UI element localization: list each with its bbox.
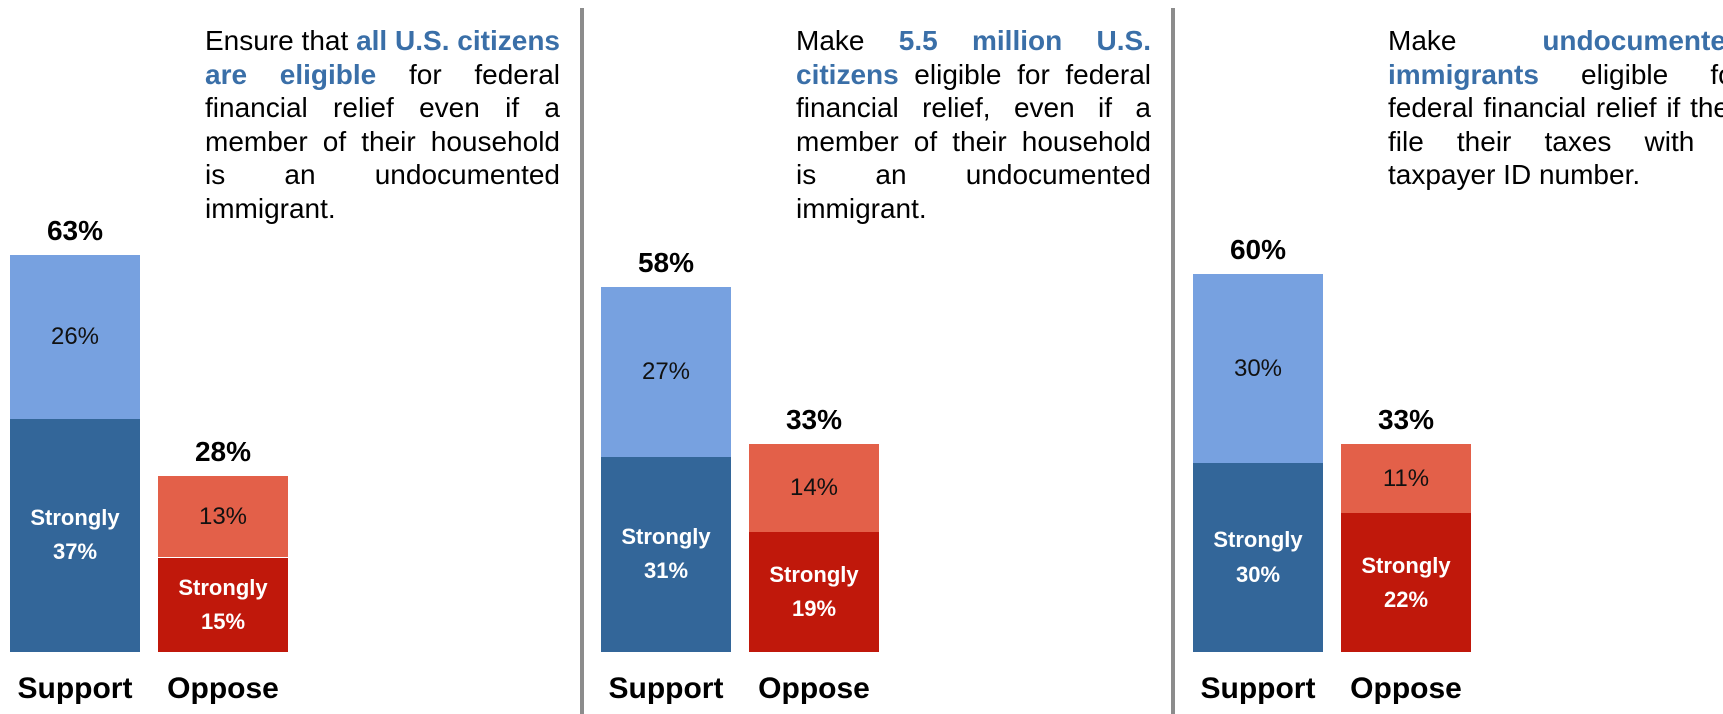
strongly-value-label: 30% [1235,561,1281,587]
description-text: for federal financial relief even if a m… [205,58,560,224]
bar-support-somewhat: 27% [601,286,731,457]
oppose-total-label: 33% [785,404,843,436]
panel-divider [1171,8,1175,714]
chart-panel: Strongly 31% 27% 58% Support Strongly 19% 14% 33… [601,0,1161,714]
bar-support-strongly: Strongly 30% [1193,463,1323,652]
panel-description: Make 5.5 million U.S. citizens eligible … [796,24,1151,226]
description-text: eligible for federal financial relief if… [1388,58,1723,191]
strongly-label: Strongly [1213,527,1303,553]
bar-oppose-somewhat: 11% [1341,444,1471,514]
bar-support-strongly: Strongly 37% [10,418,140,652]
strongly-label: Strongly [621,524,711,550]
category-label: Oppose [758,672,870,705]
description-text: Make [1388,25,1543,56]
support-total-label: 60% [1229,234,1287,265]
strongly-value-label: 31% [643,558,689,584]
strongly-label: Strongly [178,574,268,600]
description-highlight: undocumented immigrants [1388,25,1723,90]
bar-support-strongly: Strongly 31% [601,456,731,652]
description-text: eligible for federal financial relief, e… [796,58,1151,224]
panel-description: Ensure that all U.S. citizens are eligib… [205,24,560,226]
bar-oppose-strongly: Strongly 22% [1341,513,1471,652]
description-text: Ensure that [205,25,357,56]
oppose-total-label: 33% [1377,404,1435,436]
strongly-value-label: 15% [200,608,246,634]
support-total-label: 63% [46,215,104,247]
strongly-value-label: 37% [52,539,98,565]
somewhat-value-label: 13% [198,502,248,530]
category-label: Oppose [167,672,279,705]
somewhat-value-label: 26% [50,323,100,351]
bar-oppose-strongly: Strongly 15% [158,557,288,652]
category-label: Support [608,672,724,705]
panel-description: Make undocumented immigrants eligible fo… [1388,24,1723,192]
somewhat-value-label: 27% [641,357,691,385]
oppose-total-label: 28% [194,435,252,467]
panel-divider [580,8,584,714]
strongly-value-label: 22% [1383,586,1429,612]
support-total-label: 58% [637,246,695,278]
bar-oppose-somewhat: 14% [749,444,879,533]
strongly-label: Strongly [769,562,859,588]
description-highlight: 5.5 million U.S. citizens [796,25,1151,90]
chart-panel: Strongly 30% 30% 60% Support Strongly 22% 11% 33… [1193,0,1723,714]
bar-support-somewhat: 26% [10,255,140,419]
strongly-label: Strongly [1361,552,1451,578]
category-label: Support [1200,672,1316,705]
bar-oppose-somewhat: 13% [158,475,288,558]
somewhat-value-label: 11% [1382,464,1430,492]
somewhat-value-label: 30% [1233,354,1283,382]
chart-panel: Strongly 37% 26% 63% Support Strongly 15% 13% 28… [10,0,570,714]
category-label: Support [17,672,133,705]
category-label: Oppose [1350,672,1462,705]
description-highlight: all U.S. citizens are eligible [205,25,560,90]
bar-oppose-strongly: Strongly 19% [749,532,879,652]
bar-support-somewhat: 30% [1193,274,1323,463]
description-text: Make [796,25,899,56]
strongly-label: Strongly [30,505,120,531]
somewhat-value-label: 14% [789,474,839,502]
strongly-value-label: 19% [791,596,837,622]
